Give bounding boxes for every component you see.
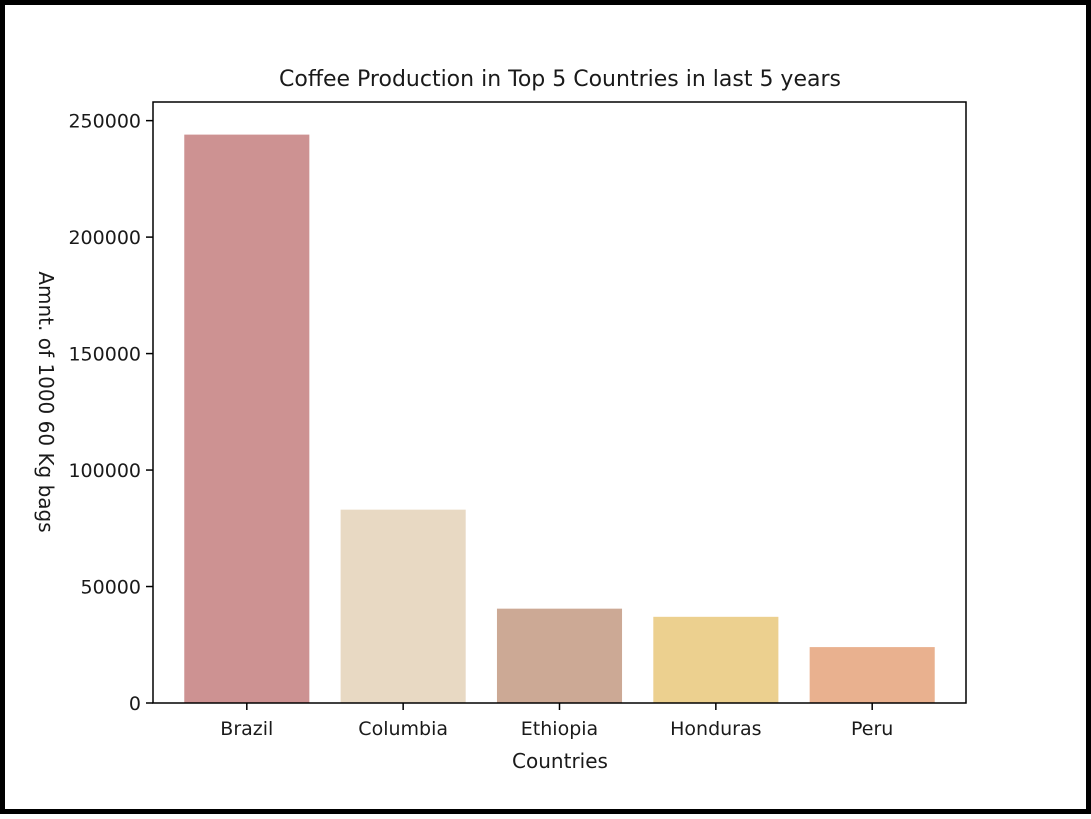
x-axis-title: Countries — [512, 749, 608, 773]
y-axis: 0 50000 100000 150000 200000 250000 — [68, 111, 153, 715]
y-tick-label: 200000 — [68, 227, 141, 249]
chart-title: Coffee Production in Top 5 Countries in … — [279, 67, 841, 92]
bar-brazil — [184, 134, 310, 703]
bar-peru — [809, 647, 935, 703]
x-tick-label: Ethiopia — [521, 718, 598, 740]
x-axis: Brazil Columbia Ethiopia Honduras Peru — [220, 703, 893, 740]
x-tick-label: Brazil — [220, 718, 273, 740]
bars-group — [184, 134, 935, 703]
y-tick-label: 250000 — [68, 111, 141, 133]
y-tick-label: 100000 — [68, 460, 141, 482]
bar-honduras — [653, 616, 779, 703]
y-tick-label: 50000 — [81, 577, 141, 599]
bar-ethiopia — [496, 608, 623, 703]
bar-chart: Coffee Production in Top 5 Countries in … — [34, 67, 967, 773]
bar-columbia — [340, 509, 466, 703]
y-tick-label: 0 — [129, 693, 141, 715]
y-axis-title: Amnt. of 1000 60 Kg bags — [34, 271, 58, 532]
y-tick-label: 150000 — [68, 344, 141, 366]
x-tick-label: Peru — [851, 718, 893, 740]
x-tick-label: Honduras — [670, 718, 761, 740]
x-tick-label: Columbia — [358, 718, 448, 740]
